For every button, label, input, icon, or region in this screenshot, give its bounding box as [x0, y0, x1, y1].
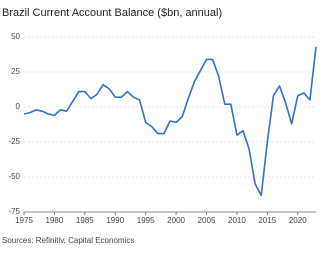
y-tick-label: -75 [8, 207, 20, 216]
y-tick-label: 50 [11, 32, 20, 41]
x-tick-label: 2010 [228, 216, 246, 225]
x-tick-label: 1995 [137, 216, 155, 225]
y-tick-label: -50 [8, 172, 20, 181]
x-tick-label: 2000 [167, 216, 185, 225]
x-tick-label: 1990 [106, 216, 124, 225]
y-tick-label: -25 [8, 137, 20, 146]
x-tick-label: 2015 [258, 216, 276, 225]
x-tick-label: 2005 [198, 216, 216, 225]
x-tick-label: 1985 [76, 216, 94, 225]
x-tick-label: 1975 [15, 216, 33, 225]
data-line [23, 46, 317, 196]
y-tick-label: 25 [11, 67, 20, 76]
y-tick-label: 0 [16, 102, 21, 111]
source-note: Sources: Refinitiv, Capital Economics [2, 236, 134, 245]
x-tick-label: 1980 [46, 216, 64, 225]
x-tick-label: 2020 [289, 216, 307, 225]
chart-title: Brazil Current Account Balance ($bn, ann… [2, 7, 222, 19]
